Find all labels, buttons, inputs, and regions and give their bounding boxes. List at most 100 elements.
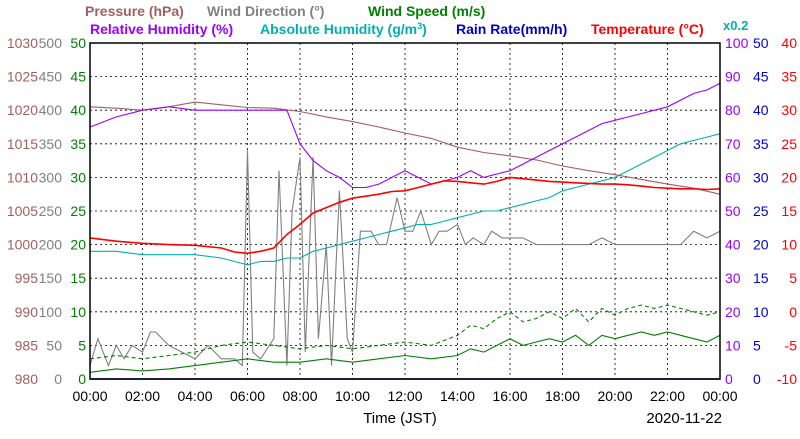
legend-relative-humidity: Relative Humidity (%) bbox=[90, 21, 233, 37]
tick-label-pressure: 1015 bbox=[7, 136, 38, 152]
legend-ah-suffix: ) bbox=[422, 21, 427, 37]
legend-wind-speed: Wind Speed (m/s) bbox=[368, 3, 485, 19]
scale-note: x0.2 bbox=[723, 18, 748, 33]
date-label: 2020-11-22 bbox=[646, 410, 722, 427]
tick-label-relative-humidity: 40 bbox=[725, 237, 741, 253]
series-line-wind-direction bbox=[89, 150, 721, 368]
tick-label-relative-humidity: 100 bbox=[725, 35, 749, 51]
series-line-pressure-hpa bbox=[89, 101, 721, 195]
tick-label-wind-direction: 350 bbox=[39, 136, 63, 152]
tick-label-wind-direction: 300 bbox=[39, 169, 63, 185]
x-tick-label: 08:00 bbox=[282, 388, 317, 404]
tick-label-temperature: 0 bbox=[789, 304, 797, 320]
series-line-wind-speed-m-s bbox=[89, 331, 721, 373]
tick-label-temperature: 20 bbox=[781, 169, 797, 185]
tick-label-rain-rate: 30 bbox=[753, 169, 769, 185]
legend-rain-rate: Rain Rate(mm/h) bbox=[456, 21, 567, 37]
tick-label-temperature: 25 bbox=[781, 136, 797, 152]
tick-label-relative-humidity: 80 bbox=[725, 102, 741, 118]
legend-ah-sup: 3 bbox=[417, 21, 422, 31]
tick-label-pressure: 1005 bbox=[7, 203, 38, 219]
x-tick-label: 06:00 bbox=[230, 388, 265, 404]
tick-label-pressure: 1030 bbox=[7, 35, 38, 51]
x-tick-label: 02:00 bbox=[125, 388, 160, 404]
tick-label-wind-speed: 20 bbox=[70, 237, 86, 253]
tick-label-pressure: 995 bbox=[15, 270, 39, 286]
tick-label-relative-humidity: 10 bbox=[725, 337, 741, 353]
tick-label-wind-direction: 250 bbox=[39, 203, 63, 219]
tick-label-pressure: 1010 bbox=[7, 169, 38, 185]
legend-ah-prefix: Absolute Humidity (g/m bbox=[260, 21, 417, 37]
x-tick-label: 10:00 bbox=[335, 388, 370, 404]
x-tick-label: 12:00 bbox=[387, 388, 422, 404]
tick-label-wind-speed: 40 bbox=[70, 102, 86, 118]
tick-label-rain-rate: 40 bbox=[753, 102, 769, 118]
x-tick-label: 14:00 bbox=[440, 388, 475, 404]
tick-label-relative-humidity: 70 bbox=[725, 136, 741, 152]
tick-label-relative-humidity: 0 bbox=[725, 371, 733, 387]
tick-label-relative-humidity: 20 bbox=[725, 304, 741, 320]
tick-label-wind-direction: 100 bbox=[39, 304, 63, 320]
tick-label-rain-rate: 45 bbox=[753, 69, 769, 85]
x-tick-label: 16:00 bbox=[492, 388, 527, 404]
x-tick-label: 18:00 bbox=[545, 388, 580, 404]
tick-label-wind-speed: 0 bbox=[78, 371, 86, 387]
tick-label-pressure: 990 bbox=[15, 304, 39, 320]
tick-label-wind-speed: 25 bbox=[70, 203, 86, 219]
tick-label-wind-direction: 450 bbox=[39, 69, 63, 85]
x-tick-label: 00:00 bbox=[702, 388, 737, 404]
tick-label-rain-rate: 0 bbox=[753, 371, 761, 387]
x-tick-label: 04:00 bbox=[177, 388, 212, 404]
legend-pressure: Pressure (hPa) bbox=[85, 3, 184, 19]
tick-label-relative-humidity: 60 bbox=[725, 169, 741, 185]
tick-label-temperature: -5 bbox=[785, 337, 798, 353]
tick-label-temperature: 35 bbox=[781, 69, 797, 85]
tick-label-temperature: 30 bbox=[781, 102, 797, 118]
legend-wind-direction: Wind Direction (°) bbox=[207, 3, 324, 19]
x-tick-label: 00:00 bbox=[72, 388, 107, 404]
tick-label-wind-speed: 50 bbox=[70, 35, 86, 51]
tick-label-rain-rate: 20 bbox=[753, 237, 769, 253]
series-line-temperature-c bbox=[89, 176, 721, 255]
tick-label-temperature: -10 bbox=[777, 371, 797, 387]
tick-label-temperature: 15 bbox=[781, 203, 797, 219]
tick-label-wind-speed: 35 bbox=[70, 136, 86, 152]
plot-frame bbox=[89, 42, 721, 380]
x-tick-label: 20:00 bbox=[597, 388, 632, 404]
tick-label-temperature: 5 bbox=[789, 270, 797, 286]
tick-label-rain-rate: 25 bbox=[753, 203, 769, 219]
tick-label-wind-speed: 15 bbox=[70, 270, 86, 286]
tick-label-relative-humidity: 30 bbox=[725, 270, 741, 286]
tick-label-wind-direction: 50 bbox=[46, 337, 62, 353]
x-tick-label: 22:00 bbox=[650, 388, 685, 404]
tick-label-rain-rate: 5 bbox=[753, 337, 761, 353]
tick-label-wind-direction: 0 bbox=[54, 371, 62, 387]
tick-label-pressure: 980 bbox=[15, 371, 39, 387]
tick-label-pressure: 1000 bbox=[7, 237, 38, 253]
tick-label-wind-speed: 10 bbox=[70, 304, 86, 320]
legend-absolute-humidity: Absolute Humidity (g/m3) bbox=[260, 21, 427, 37]
x-axis-label: Time (JST) bbox=[363, 410, 437, 427]
series-line-wind-speed-gust bbox=[89, 304, 721, 360]
tick-label-wind-speed: 30 bbox=[70, 169, 86, 185]
axis-labels: 1030102510201015101010051000995990985980… bbox=[7, 35, 797, 404]
tick-label-rain-rate: 10 bbox=[753, 304, 769, 320]
tick-label-temperature: 10 bbox=[781, 237, 797, 253]
tick-label-pressure: 1025 bbox=[7, 69, 38, 85]
tick-label-wind-speed: 5 bbox=[78, 337, 86, 353]
tick-label-relative-humidity: 90 bbox=[725, 69, 741, 85]
tick-label-wind-direction: 150 bbox=[39, 270, 63, 286]
tick-label-wind-speed: 45 bbox=[70, 69, 86, 85]
tick-label-wind-direction: 400 bbox=[39, 102, 63, 118]
tick-label-pressure: 1020 bbox=[7, 102, 38, 118]
legend-temperature: Temperature (°C) bbox=[591, 21, 704, 37]
tick-label-rain-rate: 15 bbox=[753, 270, 769, 286]
tick-label-temperature: 40 bbox=[781, 35, 797, 51]
tick-label-pressure: 985 bbox=[15, 337, 39, 353]
tick-label-relative-humidity: 50 bbox=[725, 203, 741, 219]
tick-label-wind-direction: 500 bbox=[39, 35, 63, 51]
tick-label-wind-direction: 200 bbox=[39, 237, 63, 253]
tick-label-rain-rate: 35 bbox=[753, 136, 769, 152]
tick-label-rain-rate: 50 bbox=[753, 35, 769, 51]
